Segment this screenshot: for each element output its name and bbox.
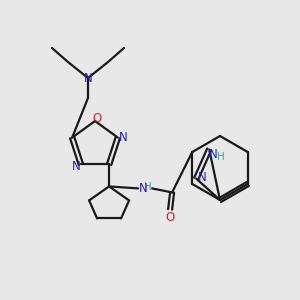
Text: N: N — [71, 160, 80, 173]
Text: N: N — [84, 71, 92, 85]
Text: N: N — [139, 182, 148, 195]
Text: H: H — [218, 152, 225, 162]
Text: N: N — [209, 148, 218, 161]
Text: O: O — [92, 112, 102, 124]
Text: N: N — [118, 131, 127, 144]
Text: H: H — [144, 182, 152, 192]
Text: O: O — [166, 211, 175, 224]
Text: N: N — [198, 171, 207, 184]
